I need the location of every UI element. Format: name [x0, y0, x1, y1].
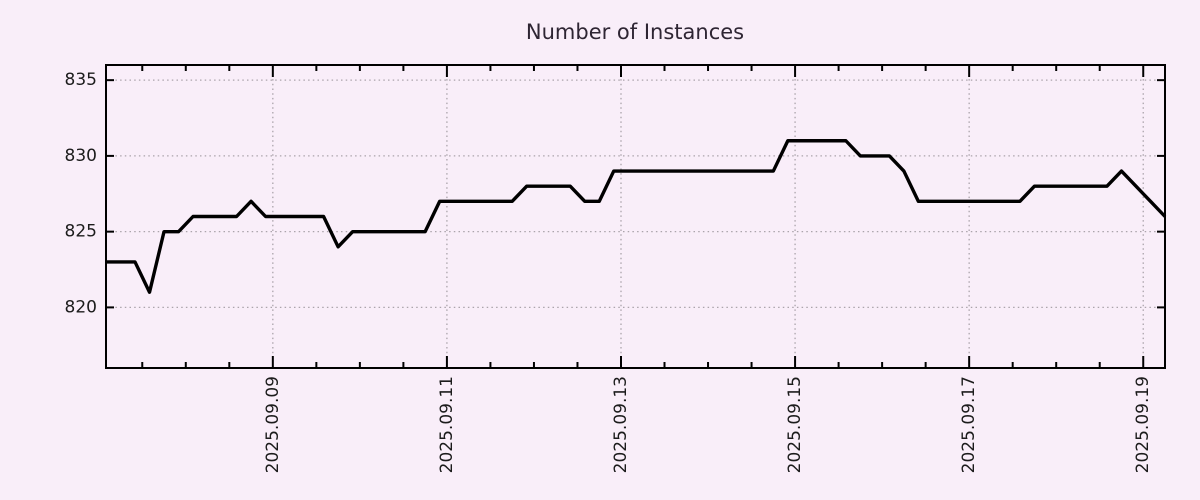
- x-tick-label: 2025.09.11: [437, 376, 457, 473]
- x-tick-label: 2025.09.15: [785, 376, 805, 473]
- y-tick-label: 835: [65, 70, 97, 90]
- plot-border: [105, 64, 1166, 369]
- x-tick-label: 2025.09.17: [959, 376, 979, 473]
- chart-title: Number of Instances: [526, 20, 744, 44]
- series-line: [106, 139, 1167, 294]
- x-tick-label: 2025.09.19: [1133, 376, 1153, 473]
- label-layer: 820 825 830 835 2025.09.09 2025.09.11 2025.09.…: [65, 70, 1154, 473]
- y-tick-label: 825: [65, 222, 97, 242]
- x-tick-label: 2025.09.13: [611, 376, 631, 473]
- y-tick-label: 830: [65, 146, 97, 166]
- y-tick-label: 820: [65, 297, 97, 317]
- series-layer: [106, 139, 1167, 294]
- x-tick-label: 2025.09.09: [263, 376, 283, 473]
